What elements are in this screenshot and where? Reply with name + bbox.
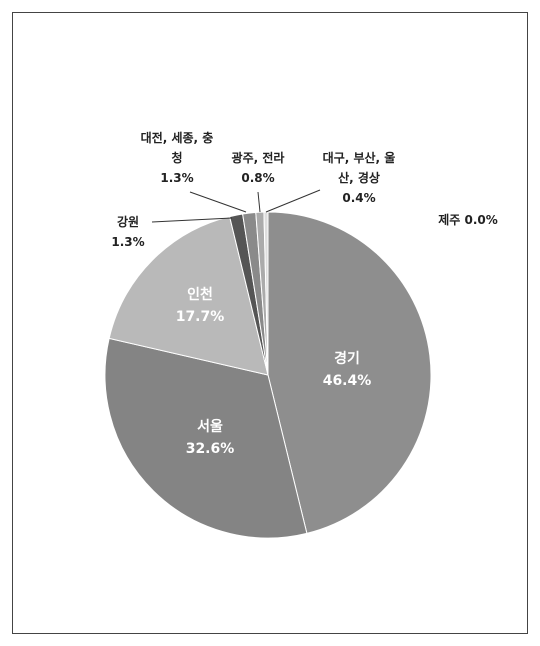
- slice-label-box: 광주, 전라 0.8%: [222, 148, 294, 188]
- slice-label-box: 대구, 부산, 울산, 경상 0.4%: [316, 148, 402, 208]
- slice-label: 경기: [334, 350, 360, 367]
- slice-label-box: 대전, 세종, 충청 1.3%: [138, 128, 216, 188]
- slices: [104, 211, 432, 539]
- slice-label: 강원: [116, 215, 140, 229]
- slice-label: 인천: [187, 286, 213, 303]
- slice-label-box: 강원 1.3%: [100, 212, 156, 252]
- leader-line: [189, 191, 247, 213]
- value-label: 0.4%: [342, 191, 376, 205]
- leader-lines: [151, 189, 321, 223]
- slice-label: 대전, 세종, 충청: [140, 131, 214, 165]
- slice: [108, 215, 269, 376]
- value-label: 17.7%: [176, 309, 225, 325]
- leader-line: [151, 217, 233, 223]
- value-label: 0.0%: [464, 213, 498, 227]
- value-label: 1.3%: [111, 235, 145, 249]
- leader-line: [265, 189, 321, 213]
- leader-line: [257, 191, 261, 213]
- slice-label: 광주, 전라: [231, 151, 285, 165]
- slice-label-box: 제주 0.0%: [418, 210, 518, 230]
- slice-label: 대구, 부산, 울산, 경상: [322, 151, 396, 185]
- value-label: 32.6%: [186, 441, 235, 457]
- frame: [12, 12, 528, 634]
- slice-label: 서울: [197, 418, 223, 435]
- value-label: 1.3%: [160, 171, 194, 185]
- slice: [267, 211, 432, 534]
- value-label: 46.4%: [323, 373, 372, 389]
- slice: [104, 337, 308, 539]
- value-label: 0.8%: [241, 171, 275, 185]
- slice-label: 제주: [438, 213, 461, 227]
